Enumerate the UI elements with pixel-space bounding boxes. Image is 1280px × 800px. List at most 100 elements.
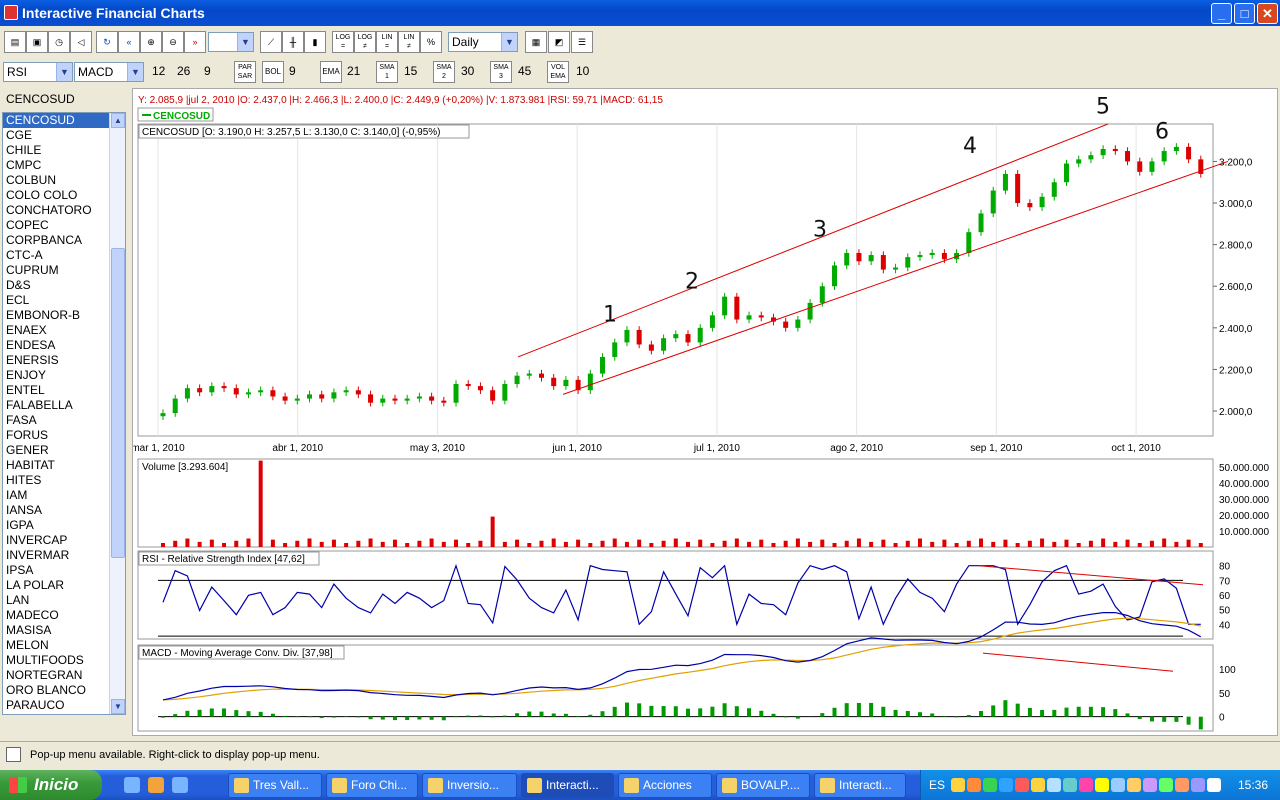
symbol-item[interactable]: MULTIFOODS	[6, 653, 84, 667]
symbol-item[interactable]: IPSA	[6, 563, 34, 577]
bar-chart-icon[interactable]: ╫	[282, 31, 304, 53]
symbol-item[interactable]: MADECO	[6, 608, 59, 622]
symbol-item[interactable]: COLO COLO	[6, 188, 78, 202]
print-icon[interactable]: ▤	[4, 31, 26, 53]
taskbar-item[interactable]: Inversio...	[422, 773, 517, 798]
symbol-item[interactable]: CENCOSUD	[3, 113, 125, 128]
sma1-value[interactable]: 15	[404, 64, 418, 78]
tray-icon[interactable]	[951, 778, 965, 792]
tray-icon[interactable]	[1095, 778, 1109, 792]
macd-fast[interactable]: 12	[152, 64, 166, 78]
symbol-item[interactable]: CGE	[6, 128, 33, 142]
symbol-item[interactable]: ORO BLANCO	[6, 683, 87, 697]
chart-icon[interactable]: ◩	[548, 31, 570, 53]
tray-icon[interactable]	[999, 778, 1013, 792]
symbol-item[interactable]: CORPBANCA	[6, 233, 83, 247]
chart-area[interactable]: Y: 2.085,9 |jul 2, 2010 |O: 2.437,0 |H: …	[131, 88, 1279, 737]
minimize-button[interactable]: _	[1211, 3, 1232, 24]
log-button[interactable]: LOG =	[332, 31, 354, 53]
taskbar-item[interactable]: Tres Vall...	[228, 773, 322, 798]
clock-icon[interactable]: ◷	[48, 31, 70, 53]
save-icon[interactable]: ▣	[26, 31, 48, 53]
symbol-item[interactable]: INVERCAP	[6, 533, 68, 547]
tray-icon[interactable]	[1031, 778, 1045, 792]
symbol-item[interactable]: HABITAT	[6, 458, 55, 472]
macd-slow[interactable]: 26	[177, 64, 191, 78]
tray-icon[interactable]	[1063, 778, 1077, 792]
ema-button[interactable]: EMA	[320, 61, 342, 83]
scroll-left-icon[interactable]: «	[118, 31, 140, 53]
symbol-item[interactable]: LA POLAR	[6, 578, 65, 592]
ie-icon[interactable]	[124, 777, 140, 793]
tray-icon[interactable]	[1207, 778, 1221, 792]
lin-button[interactable]: LIN =	[376, 31, 398, 53]
symbol-item[interactable]: IGPA	[6, 518, 34, 532]
taskbar-item[interactable]: BOVALP....	[716, 773, 810, 798]
bol-value[interactable]: 9	[289, 64, 296, 78]
volema-button[interactable]: VOL EMA	[547, 61, 569, 83]
sound-icon[interactable]: ◁	[70, 31, 92, 53]
line-chart-icon[interactable]: ⟋	[260, 31, 282, 53]
clock[interactable]: 15:36	[1237, 778, 1268, 792]
symbol-item[interactable]: EMBONOR-B	[6, 308, 81, 322]
symbol-item[interactable]: ENTEL	[6, 383, 45, 397]
symbol-item[interactable]: ECL	[6, 293, 30, 307]
symbol-item[interactable]: CMPC	[6, 158, 42, 172]
percent-button[interactable]: %	[420, 31, 442, 53]
symbol-item[interactable]: CHILE	[6, 143, 42, 157]
zoom-select[interactable]: ▼	[208, 32, 254, 52]
symbol-item[interactable]: INVERMAR	[6, 548, 70, 562]
sma1-button[interactable]: SMA 1	[376, 61, 398, 83]
sma2-value[interactable]: 30	[461, 64, 475, 78]
taskbar-item[interactable]: Interacti...	[814, 773, 906, 798]
symbol-item[interactable]: FALABELLA	[6, 398, 73, 412]
symbol-item[interactable]: ENERSIS	[6, 353, 59, 367]
log-ne-button[interactable]: LOG ≠	[354, 31, 376, 53]
lin-ne-button[interactable]: LIN ≠	[398, 31, 420, 53]
tray-icon[interactable]	[1159, 778, 1173, 792]
symbol-item[interactable]: ENDESA	[6, 338, 56, 352]
scroll-right-icon[interactable]: »	[184, 31, 206, 53]
tray-icon[interactable]	[1127, 778, 1141, 792]
tray-icon[interactable]	[1079, 778, 1093, 792]
language-indicator[interactable]: ES	[929, 778, 946, 792]
tray-icon[interactable]	[983, 778, 997, 792]
symbol-item[interactable]: CTC-A	[6, 248, 43, 262]
candle-chart-icon[interactable]: ▮	[304, 31, 326, 53]
symbol-item[interactable]: ENAEX	[6, 323, 47, 337]
taskbar-item[interactable]: Interacti...	[521, 773, 614, 798]
chart-canvas[interactable]: Y: 2.085,9 |jul 2, 2010 |O: 2.437,0 |H: …	[131, 89, 1279, 737]
symbol-item[interactable]: COPEC	[6, 218, 49, 232]
volema-value[interactable]: 10	[576, 64, 590, 78]
browser-icon[interactable]	[172, 777, 188, 793]
period-select[interactable]: Daily ▼	[448, 32, 518, 52]
maximize-button[interactable]: □	[1234, 3, 1255, 24]
symbol-item[interactable]: MELON	[6, 638, 49, 652]
symbol-item[interactable]: IAM	[6, 488, 28, 502]
refresh-icon[interactable]: ↻	[96, 31, 118, 53]
tray-icon[interactable]	[967, 778, 981, 792]
symbol-item[interactable]: D&S	[6, 278, 31, 292]
taskbar-item[interactable]: Foro Chi...	[326, 773, 418, 798]
macd-signal[interactable]: 9	[204, 64, 211, 78]
indicator1-select[interactable]: RSI ▼	[3, 62, 73, 82]
symbol-item[interactable]: CUPRUM	[6, 263, 59, 277]
symbol-item[interactable]: MASISA	[6, 623, 52, 637]
colors-icon[interactable]: ▦	[525, 31, 547, 53]
symbol-item[interactable]: PARAUCO	[6, 698, 65, 712]
symbol-item[interactable]: CONCHATORO	[6, 203, 92, 217]
tray-icon[interactable]	[1047, 778, 1061, 792]
bol-button[interactable]: BOL	[262, 61, 284, 83]
indicator2-select[interactable]: MACD ▼	[74, 62, 144, 82]
scroll-thumb[interactable]	[111, 248, 125, 558]
scroll-up-icon[interactable]: ▲	[111, 113, 125, 128]
zoom-out-icon[interactable]: ⊖	[162, 31, 184, 53]
symbol-item[interactable]: FASA	[6, 413, 37, 427]
tray-icon[interactable]	[1111, 778, 1125, 792]
ema-value[interactable]: 21	[347, 64, 361, 78]
start-button[interactable]: Inicio	[0, 770, 102, 800]
symbol-scrollbar[interactable]: ▲ ▼	[109, 113, 125, 714]
symbol-item[interactable]: HITES	[6, 473, 42, 487]
close-button[interactable]: ✕	[1257, 3, 1278, 24]
table-icon[interactable]: ☰	[571, 31, 593, 53]
